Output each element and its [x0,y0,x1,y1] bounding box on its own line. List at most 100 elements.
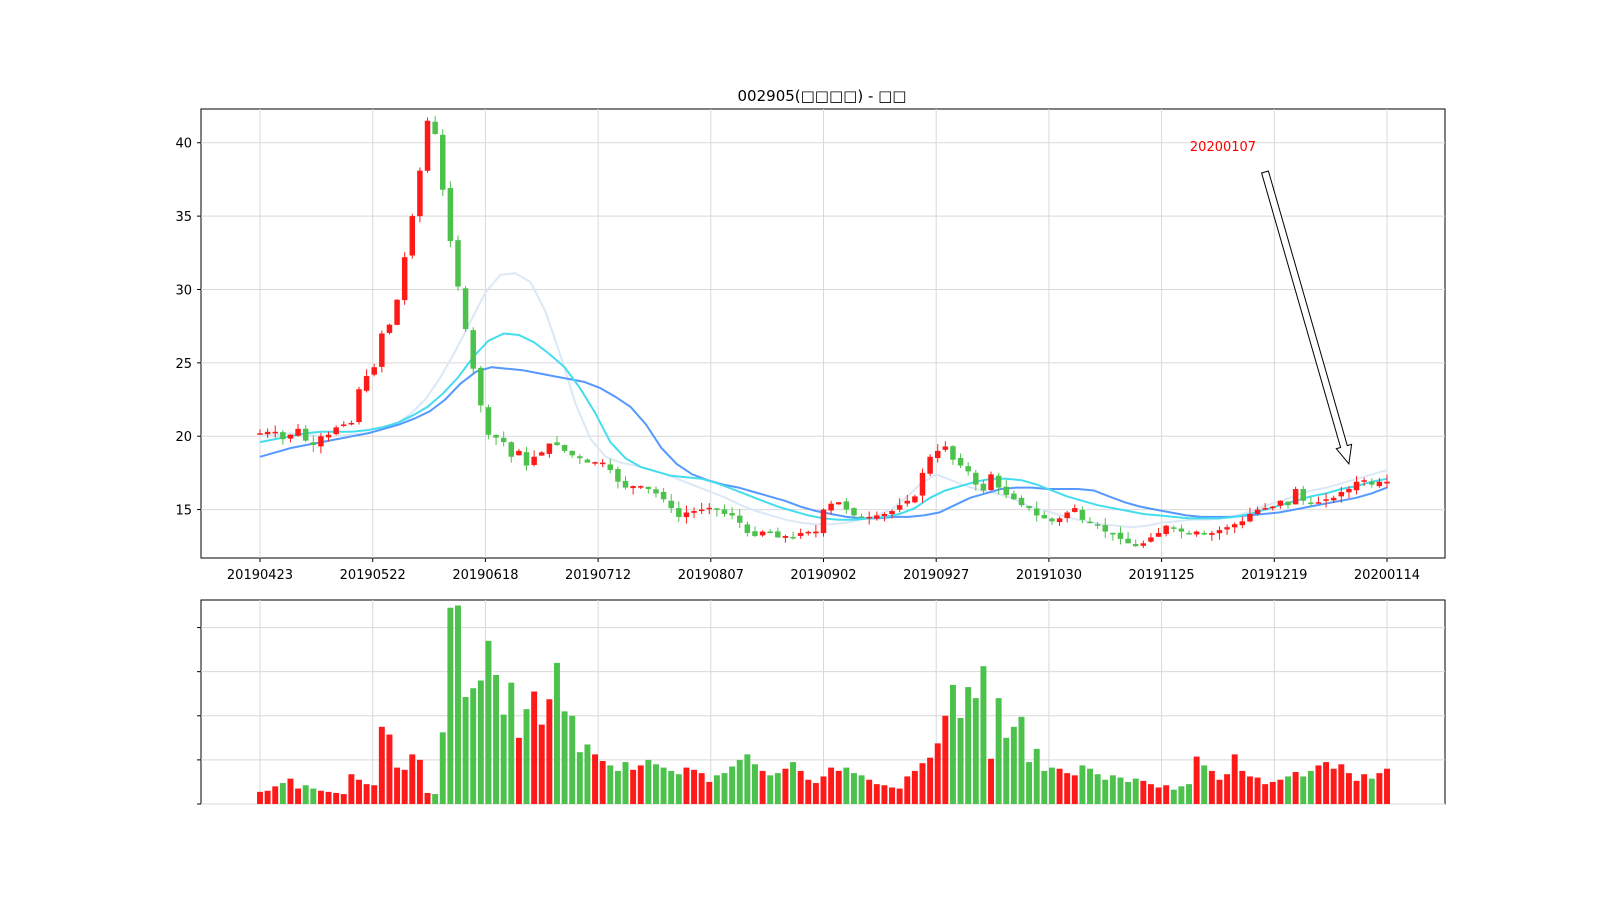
volume-bar [295,788,302,804]
candle-body [957,457,964,466]
candle-body [1262,508,1268,510]
volume-bar [455,605,461,804]
candle-body [988,474,994,491]
x-tick-label: 20191125 [1129,568,1195,583]
candle-body [1094,524,1101,526]
volume-bar [630,769,637,804]
volume-bar [972,698,979,804]
candle-body [1323,499,1329,501]
candle-body [584,459,591,463]
candle-body [318,436,324,447]
volume-bar [988,758,994,804]
candle-body [630,486,636,489]
volume-bar [447,607,454,804]
volume-bar [1224,774,1231,804]
candle-body [424,120,431,171]
candle-body [790,536,796,539]
volume-bar [1102,779,1109,804]
volume-bar [1087,768,1093,804]
candle-body [432,121,438,134]
candle-body [980,483,987,491]
volume-bar [850,773,857,804]
candle-body [714,508,720,510]
candles [257,116,1390,548]
volume-bar [1163,785,1170,804]
volume-bar [942,715,949,804]
candle-body [1277,500,1284,506]
candle-body [363,376,370,391]
volume-bar [820,776,827,804]
volume-bar [1208,770,1215,804]
volume-bar [721,773,728,804]
candle-body [729,513,735,516]
volume-bar [614,770,621,804]
volume-bar [1147,784,1154,804]
candle-body [485,407,492,435]
volume-bar [1125,781,1132,804]
candle-body [531,456,537,465]
volume-bar [919,763,926,804]
volume-bar [858,775,865,804]
candle-body [409,216,416,256]
candle-body [607,464,614,470]
volume-bar [1246,776,1253,804]
candle-body [653,489,659,494]
candle-body [356,389,362,423]
volume-bar [1368,778,1375,804]
volume-bar [279,783,286,804]
volume-bar [1155,787,1162,804]
candle-body [1132,544,1139,547]
x-tick-label: 20190807 [678,568,744,583]
volume-bar [957,717,964,804]
volume-bar [790,762,797,804]
volume-bar [515,737,522,804]
volume-bar [1178,786,1185,804]
candle-body [1353,481,1360,491]
volume-bar [302,785,309,804]
candle-body [310,442,317,446]
candle-body [676,508,682,517]
candle-body [782,535,789,538]
candle-body [1125,538,1131,544]
candle-body [1239,521,1246,526]
candle-body [1117,532,1124,539]
volume-bar [1064,773,1071,804]
candle-body [1361,480,1367,482]
volume-bar [1117,777,1124,804]
candle-body [379,333,385,367]
candle-body [698,509,705,512]
candle-body [1346,489,1352,493]
candle-body [295,428,301,436]
volume-bar [691,769,698,804]
volume-bar [653,764,659,804]
volume-bar [1186,784,1192,804]
volume-bar [599,760,606,804]
volume-bar [1193,756,1200,804]
volume-bar [927,757,934,804]
volume-bar [1079,765,1086,804]
candle-body [371,367,377,375]
candle-body [896,505,903,510]
volume-bar [1041,770,1048,804]
volume-bar [675,774,682,804]
volume-bar [843,767,850,804]
candle-body [797,533,804,536]
volume-bar [310,788,317,804]
candle-body [1011,493,1017,500]
candle-body [348,423,355,425]
volume-bar [416,759,423,804]
candle-body [401,257,408,301]
volume-bar [386,734,393,804]
candle-body [1308,502,1314,505]
candle-body [995,475,1002,488]
volume-bar [409,754,416,804]
volume-bar [873,784,880,804]
candle-body [325,434,332,438]
y-tick-label: 35 [175,210,192,225]
volume-bar [911,770,918,804]
volume-bar [698,773,705,804]
volume-bar [485,640,492,804]
candle-body [1247,513,1253,522]
candle-body [1224,527,1230,530]
volume-bar [782,768,789,804]
